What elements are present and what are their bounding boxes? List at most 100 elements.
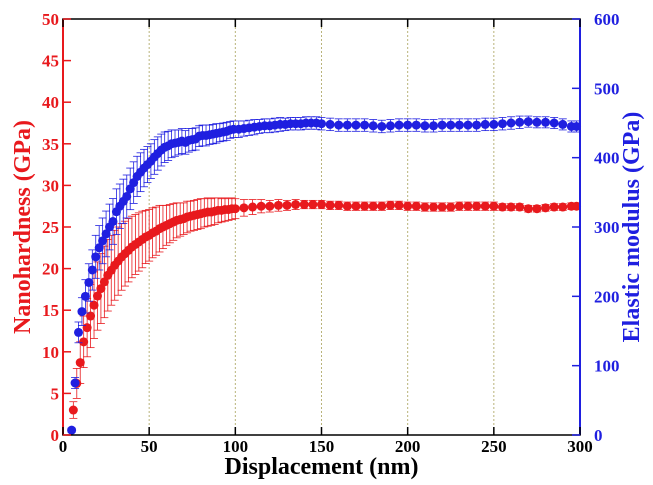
nanohardness-point — [75, 358, 85, 368]
elastic-modulus-point — [98, 236, 108, 246]
nanohardness-point — [282, 200, 292, 210]
elastic-modulus-point — [446, 120, 456, 130]
left-y-tick-label: 40 — [42, 93, 59, 112]
elastic-modulus-point — [74, 327, 84, 337]
elastic-modulus-point — [334, 120, 344, 130]
nanohardness-point — [308, 200, 318, 210]
nanohardness-point — [334, 200, 344, 210]
right-y-tick-label: 0 — [594, 426, 603, 445]
elastic-modulus-point — [108, 216, 118, 226]
elastic-modulus-point — [549, 118, 559, 128]
nanohardness-point — [454, 201, 464, 211]
right-y-tick-label: 500 — [594, 79, 620, 98]
nanohardness-point — [273, 200, 283, 210]
right-y-tick-label: 200 — [594, 287, 620, 306]
elastic-modulus-point — [91, 252, 101, 262]
nanohardness-point — [256, 201, 266, 211]
elastic-modulus-point — [377, 121, 387, 131]
nanohardness-point — [532, 204, 542, 214]
elastic-modulus-point — [84, 277, 94, 287]
elastic-modulus-point — [94, 243, 104, 253]
nanohardness-point — [368, 201, 378, 211]
elastic-modulus-point — [360, 120, 370, 130]
x-tick-label: 150 — [309, 437, 335, 456]
nanohardness-point — [96, 284, 106, 294]
nanohardness-point — [446, 202, 456, 212]
left-y-axis-label: Nanohardness (GPa) — [10, 120, 36, 334]
elastic-modulus-point — [403, 120, 413, 130]
nanohardness-point — [99, 277, 109, 287]
elastic-modulus-point — [342, 120, 352, 130]
elastic-modulus-point — [572, 121, 582, 131]
nanohardness-point — [523, 204, 533, 214]
x-tick-label: 0 — [59, 437, 68, 456]
nanohardness-point — [360, 201, 370, 211]
nanohardness-point — [394, 200, 404, 210]
elastic-modulus-point — [122, 191, 132, 201]
left-y-tick-label: 5 — [51, 384, 60, 403]
elastic-modulus-point — [317, 119, 326, 129]
nanohardness-point — [549, 202, 559, 212]
elastic-modulus-point — [429, 121, 439, 131]
nanohardness-point — [248, 202, 258, 212]
elastic-modulus-point — [541, 117, 551, 127]
nanohardness-point — [317, 200, 326, 210]
nanohardness-point — [82, 323, 92, 333]
left-y-tick-label: 20 — [42, 260, 59, 279]
x-tick-label: 250 — [481, 437, 507, 456]
nanohardness-point — [463, 201, 473, 211]
nanohardness-point — [515, 202, 525, 212]
right-y-axis-label: Elastic modulus (GPa) — [619, 112, 645, 343]
elastic-modulus-point — [437, 120, 447, 130]
elastic-modulus-series — [67, 115, 582, 435]
left-y-tick-label: 0 — [51, 426, 60, 445]
right-y-tick-label: 400 — [594, 149, 620, 168]
x-tick-label: 200 — [395, 437, 421, 456]
x-tick-label: 50 — [141, 437, 158, 456]
left-y-tick-label: 15 — [42, 301, 59, 320]
nanohardness-point — [92, 291, 102, 301]
elastic-modulus-point — [497, 119, 507, 129]
nanohardness-point — [541, 203, 551, 213]
elastic-modulus-point — [454, 120, 464, 130]
nanohardness-point — [506, 202, 516, 212]
elastic-modulus-point — [101, 229, 111, 239]
elastic-modulus-point — [87, 265, 97, 275]
elastic-modulus-point — [420, 121, 430, 131]
left-y-tick-label: 25 — [42, 218, 59, 237]
nanohardness-point — [480, 201, 490, 211]
nanohardness-point — [489, 201, 499, 211]
x-tick-label: 100 — [223, 437, 249, 456]
nanohardness-point — [437, 202, 447, 212]
nanohardness-point — [265, 201, 275, 211]
elastic-modulus-point — [80, 291, 90, 301]
x-tick-label: 300 — [567, 437, 593, 456]
nanohardness-point — [351, 201, 361, 211]
elastic-modulus-point — [67, 425, 77, 435]
elastic-modulus-point — [70, 378, 80, 388]
elastic-modulus-point — [463, 120, 473, 130]
elastic-modulus-point — [385, 121, 395, 131]
nanohardness-point — [429, 202, 439, 212]
nanohardness-series — [68, 197, 582, 419]
nanohardness-point — [385, 200, 395, 210]
elastic-modulus-point — [523, 117, 533, 127]
x-axis-label: Displacement (nm) — [225, 454, 419, 480]
elastic-modulus-point — [325, 119, 335, 129]
right-y-tick-label: 100 — [594, 357, 620, 376]
left-y-tick-label: 30 — [42, 176, 59, 195]
nanohardness-point — [403, 201, 413, 211]
nanohardness-point — [411, 201, 421, 211]
elastic-modulus-point — [515, 117, 525, 127]
nanohardness-point — [572, 201, 582, 211]
elastic-modulus-point — [489, 119, 499, 129]
nanohardness-point — [377, 201, 387, 211]
left-y-tick-label: 50 — [42, 10, 59, 29]
left-y-tick-label: 45 — [42, 52, 59, 71]
elastic-modulus-point — [506, 118, 516, 128]
nanohardness-point — [79, 337, 89, 347]
nanohardness-point — [299, 200, 309, 210]
axis-ticks — [62, 18, 581, 436]
nanohardness-point — [89, 300, 99, 310]
